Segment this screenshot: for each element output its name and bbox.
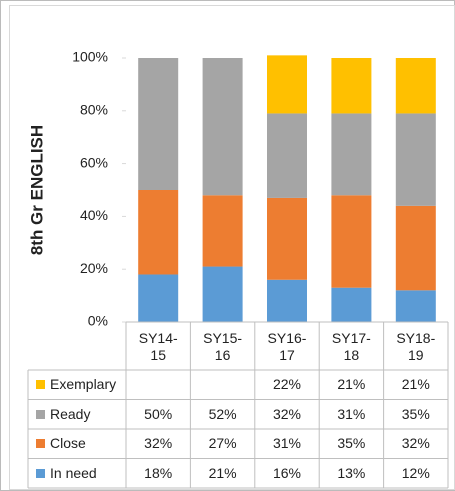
bar-segment — [267, 113, 307, 198]
bar-segment — [395, 113, 436, 206]
value-label: 21% — [208, 464, 237, 481]
bar-segment — [138, 58, 179, 190]
legend-key — [36, 409, 45, 419]
bar-segment — [138, 190, 179, 275]
y-tick-label: 20% — [80, 260, 108, 276]
legend-entry: In need — [28, 459, 126, 489]
value-label: 35% — [337, 435, 366, 452]
value-label: 31% — [272, 435, 301, 452]
legend-entry: Ready — [28, 400, 126, 430]
value-label: 21% — [401, 376, 430, 393]
legend-key — [36, 468, 45, 478]
bar-segment — [267, 55, 307, 114]
value-label: 32% — [401, 435, 430, 452]
bar-segment — [331, 58, 372, 114]
y-tick-label: 40% — [80, 207, 108, 223]
legend-key — [36, 380, 45, 390]
value-label: 27% — [208, 435, 237, 452]
value-label: 52% — [208, 405, 237, 422]
value-label: 31% — [337, 405, 366, 422]
bar-segment — [395, 58, 436, 114]
value-label: 16% — [272, 464, 301, 481]
category-label: SY18-19 — [396, 330, 436, 363]
bar-segment — [395, 290, 436, 322]
category-label: SY17-18 — [331, 330, 371, 363]
bar-segment — [202, 266, 243, 322]
bar-segment — [395, 205, 436, 291]
category-label: SY14-15 — [138, 330, 178, 363]
legend-entry: Exemplary — [28, 370, 126, 400]
value-label: 13% — [337, 464, 366, 481]
y-tick-label: 100% — [72, 49, 108, 65]
bar-segment — [138, 274, 179, 322]
category-label: SY16-17 — [267, 330, 307, 363]
value-label: 22% — [272, 376, 301, 393]
value-label: 21% — [337, 376, 366, 393]
bar-segment — [331, 195, 372, 288]
bar-segment — [331, 113, 372, 196]
y-tick-label: 60% — [80, 154, 108, 170]
value-label: 18% — [144, 464, 173, 481]
bar-segment — [267, 197, 307, 280]
value-label: 32% — [272, 405, 301, 422]
value-label: 32% — [144, 435, 173, 452]
bar-segment — [202, 195, 243, 267]
category-label: SY15-16 — [203, 330, 243, 363]
legend-entry: Close — [28, 429, 126, 459]
bar-segment — [331, 287, 372, 322]
value-label: 50% — [144, 405, 173, 422]
y-axis-title: 8th Gr ENGLISH — [27, 125, 46, 255]
legend-key — [36, 439, 45, 449]
y-tick-label: 80% — [80, 102, 108, 118]
y-tick-label: 0% — [88, 313, 108, 329]
bar-segment — [267, 279, 307, 322]
bar-segment — [202, 58, 243, 196]
value-label: 12% — [401, 464, 430, 481]
value-label: 35% — [401, 405, 430, 422]
